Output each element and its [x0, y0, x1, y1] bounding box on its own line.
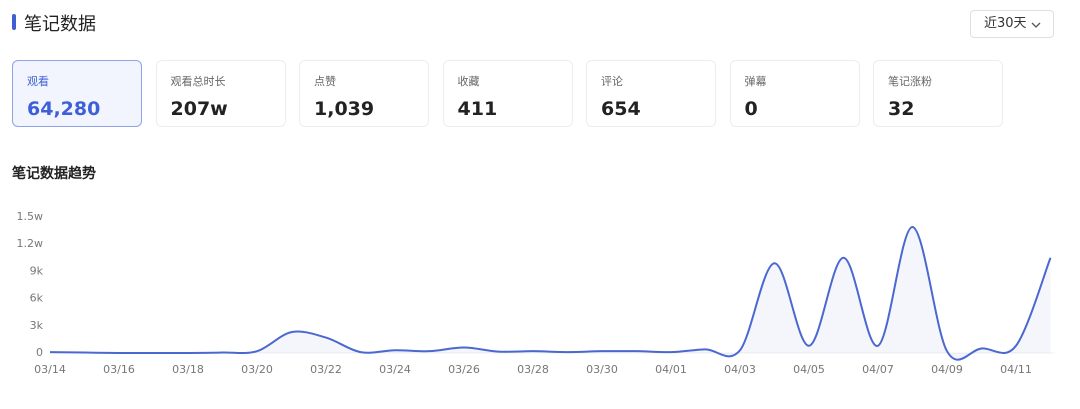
metric-label: 弹幕 [744, 75, 767, 88]
metric-card[interactable]: 弹幕 0 [729, 60, 860, 127]
metric-label: 观看总时长 [170, 75, 226, 88]
x-tick-label: 03/28 [517, 363, 549, 376]
metric-value: 207w [170, 98, 228, 120]
metric-card[interactable]: 收藏 411 [442, 60, 573, 127]
metric-value: 64,280 [27, 98, 101, 120]
metric-card[interactable]: 观看总时长 207w [155, 60, 286, 127]
metric-label: 观看 [27, 75, 49, 88]
y-tick-label: 1.2w [17, 237, 44, 250]
metric-value: 0 [744, 98, 758, 120]
title-accent [12, 14, 16, 30]
x-tick-label: 03/18 [172, 363, 204, 376]
x-tick-label: 04/05 [793, 363, 825, 376]
x-tick-label: 04/03 [724, 363, 756, 376]
x-tick-label: 04/09 [931, 363, 963, 376]
y-tick-label: 6k [30, 292, 44, 305]
metric-card[interactable]: 评论 654 [586, 60, 716, 127]
x-tick-label: 04/11 [1000, 363, 1032, 376]
y-tick-label: 0 [36, 346, 43, 359]
metric-value: 1,039 [314, 98, 375, 120]
metric-label: 收藏 [457, 75, 480, 88]
metric-value: 654 [601, 98, 641, 120]
range-text: 近30天 [984, 16, 1027, 31]
metric-card[interactable]: 笔记涨粉 32 [873, 60, 1003, 127]
x-tick-label: 03/14 [34, 363, 66, 376]
section-title: 笔记数据 [24, 14, 96, 35]
metric-label: 笔记涨粉 [888, 75, 932, 88]
x-tick-label: 03/16 [103, 363, 135, 376]
x-tick-label: 03/24 [379, 363, 411, 376]
x-tick-label: 04/07 [862, 363, 894, 376]
x-tick-label: 03/30 [586, 363, 618, 376]
x-tick-label: 04/01 [655, 363, 687, 376]
y-tick-label: 9k [30, 264, 44, 277]
x-tick-label: 03/22 [310, 363, 342, 376]
line [49, 225, 1052, 361]
range-dropdown[interactable]: 近30天 [970, 10, 1054, 38]
metric-label: 点赞 [314, 75, 336, 88]
y-tick-label: 1.5w [17, 210, 44, 223]
x-tick-label: 03/26 [448, 363, 480, 376]
metric-label: 评论 [601, 75, 623, 88]
metric-value: 411 [457, 98, 498, 120]
chart: 0 3k 6k 9k 1.2w 1.5w 03/14 03/16 03/18 03/20 03/22… [17, 210, 1055, 376]
y-tick-label: 3k [30, 319, 44, 332]
area [50, 226, 1051, 360]
metric-card[interactable]: 点赞 1,039 [299, 60, 429, 127]
chevron [1031, 22, 1041, 28]
metric-card[interactable]: 观看 64,280 [12, 60, 142, 127]
metric-value: 32 [888, 98, 915, 120]
chart-title: 笔记数据趋势 [12, 166, 96, 182]
x-tick-label: 03/20 [241, 363, 273, 376]
